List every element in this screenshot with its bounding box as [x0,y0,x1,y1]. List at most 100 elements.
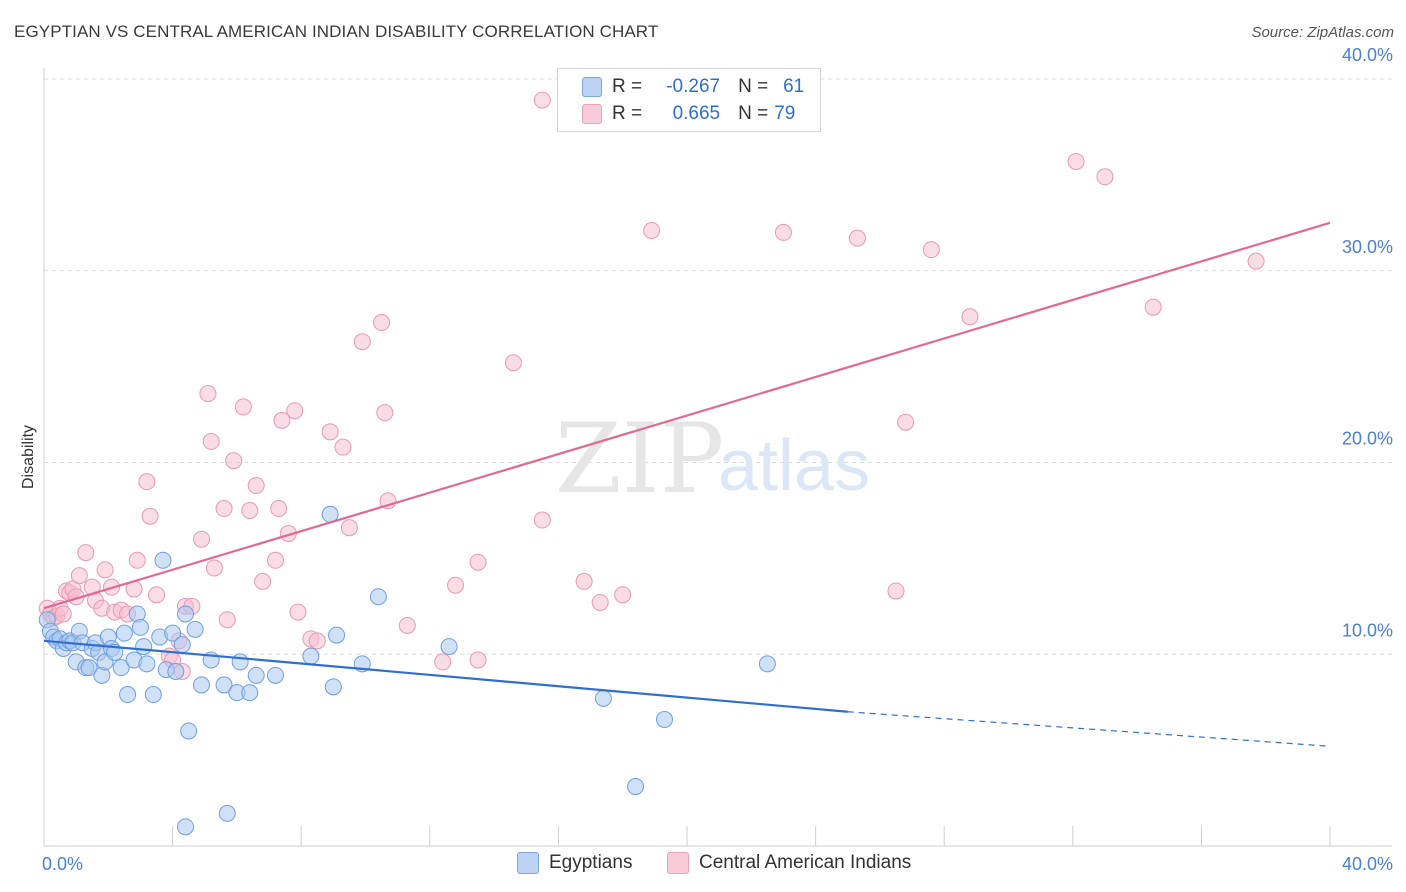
point-central-american-indians [199,384,217,402]
point-egyptians [655,710,673,728]
point-central-american-indians [614,586,632,604]
point-egyptians [176,818,194,836]
n-label: N = [738,103,769,124]
point-egyptians [758,655,776,673]
point-central-american-indians [321,423,339,441]
point-egyptians [193,676,211,694]
point-central-american-indians [643,221,661,239]
point-central-american-indians [334,438,352,456]
point-central-american-indians [922,241,940,259]
point-central-american-indians [340,519,358,537]
point-central-american-indians [70,567,88,585]
point-egyptians [231,653,249,671]
chart-title: EGYPTIAN VS CENTRAL AMERICAN INDIAN DISA… [14,22,659,41]
point-central-american-indians [504,354,522,372]
point-central-american-indians [215,500,233,518]
point-central-american-indians [1247,252,1265,270]
r-label: R = [612,76,643,97]
point-egyptians [80,659,98,677]
point-central-american-indians [193,530,211,548]
x-tick-label: 0.0% [42,854,83,874]
point-egyptians [173,636,191,654]
egyptians-swatch [517,852,539,874]
point-central-american-indians [202,432,220,450]
point-central-american-indians [1067,152,1085,170]
point-central-american-indians [273,411,291,429]
point-egyptians [247,666,265,684]
y-tick-label: 20.0% [1342,429,1393,449]
point-central-american-indians [897,413,915,431]
r-label: R = [612,103,643,124]
trend-lines [43,221,1331,747]
point-central-american-indians [54,605,72,623]
point-central-american-indians [434,653,452,671]
x-tick-label: 40.0% [1342,854,1393,874]
central-american-indians-swatch [582,104,602,124]
point-egyptians [112,659,130,677]
point-egyptians [144,686,162,704]
y-tick-label: 40.0% [1342,45,1393,65]
point-central-american-indians [205,559,223,577]
point-egyptians [302,647,320,665]
point-central-american-indians [398,616,416,634]
source-label: Source: ZipAtlas.com [1251,24,1394,41]
legend-row-central-american-indians: R = 0.665 N = 79 [582,102,810,126]
n-value-central-american-indians: 79 [774,103,796,124]
point-central-american-indians [1144,298,1162,316]
watermark-zip: ZIP [555,403,724,515]
point-egyptians [324,678,342,696]
legend-label-central-american-indians: Central American Indians [699,852,912,873]
point-central-american-indians [218,611,236,629]
point-central-american-indians [286,402,304,420]
point-central-american-indians [148,586,166,604]
point-egyptians [218,804,236,822]
n-value-egyptians: 61 [783,76,805,97]
point-egyptians [215,676,233,694]
tick-labels: 10.0% 20.0% 30.0% 40.0% 0.0% 40.0% [42,45,1393,874]
series-egyptians [38,505,776,836]
point-egyptians [119,686,137,704]
y-axis-label: Disability [20,425,37,489]
series-central-american-indians [38,91,1265,681]
point-central-american-indians [961,308,979,326]
r-value-central-american-indians: 0.665 [672,103,721,124]
point-egyptians [440,638,458,656]
trend-line-egyptians [43,639,848,713]
watermark-atlas: atlas [718,426,870,506]
egyptians-swatch [582,77,602,97]
y-tick-label: 10.0% [1342,620,1393,640]
point-central-american-indians [241,501,259,519]
point-central-american-indians [225,452,243,470]
r-value-egyptians: -0.267 [666,76,721,97]
legend-item-central-american-indians[interactable]: Central American Indians [667,852,911,874]
point-central-american-indians [270,500,288,518]
point-central-american-indians [533,91,551,109]
point-egyptians [186,620,204,638]
point-egyptians [135,638,153,656]
point-central-american-indians [469,553,487,571]
point-central-american-indians [575,572,593,590]
point-central-american-indians [373,314,391,332]
point-central-american-indians [447,576,465,594]
point-egyptians [266,666,284,684]
point-central-american-indians [289,603,307,621]
point-central-american-indians [308,632,326,650]
point-central-american-indians [533,511,551,529]
trend-line-central-american-indians [43,221,1331,610]
central-american-indians-swatch [667,852,689,874]
point-egyptians [176,605,194,623]
point-egyptians [241,684,259,702]
point-egyptians [627,778,645,796]
point-egyptians [369,588,387,606]
trend-line-egyptians-extension [847,711,1331,747]
point-central-american-indians [96,561,114,579]
point-central-american-indians [848,229,866,247]
legend-item-egyptians[interactable]: Egyptians [517,852,632,874]
point-central-american-indians [234,398,252,416]
point-central-american-indians [376,404,394,422]
grid-lines [44,78,1392,655]
legend-label-egyptians: Egyptians [549,852,633,873]
watermark: ZIP atlas [555,403,870,515]
legend-row-egyptians: R = -0.267 N = 61 [582,75,804,99]
